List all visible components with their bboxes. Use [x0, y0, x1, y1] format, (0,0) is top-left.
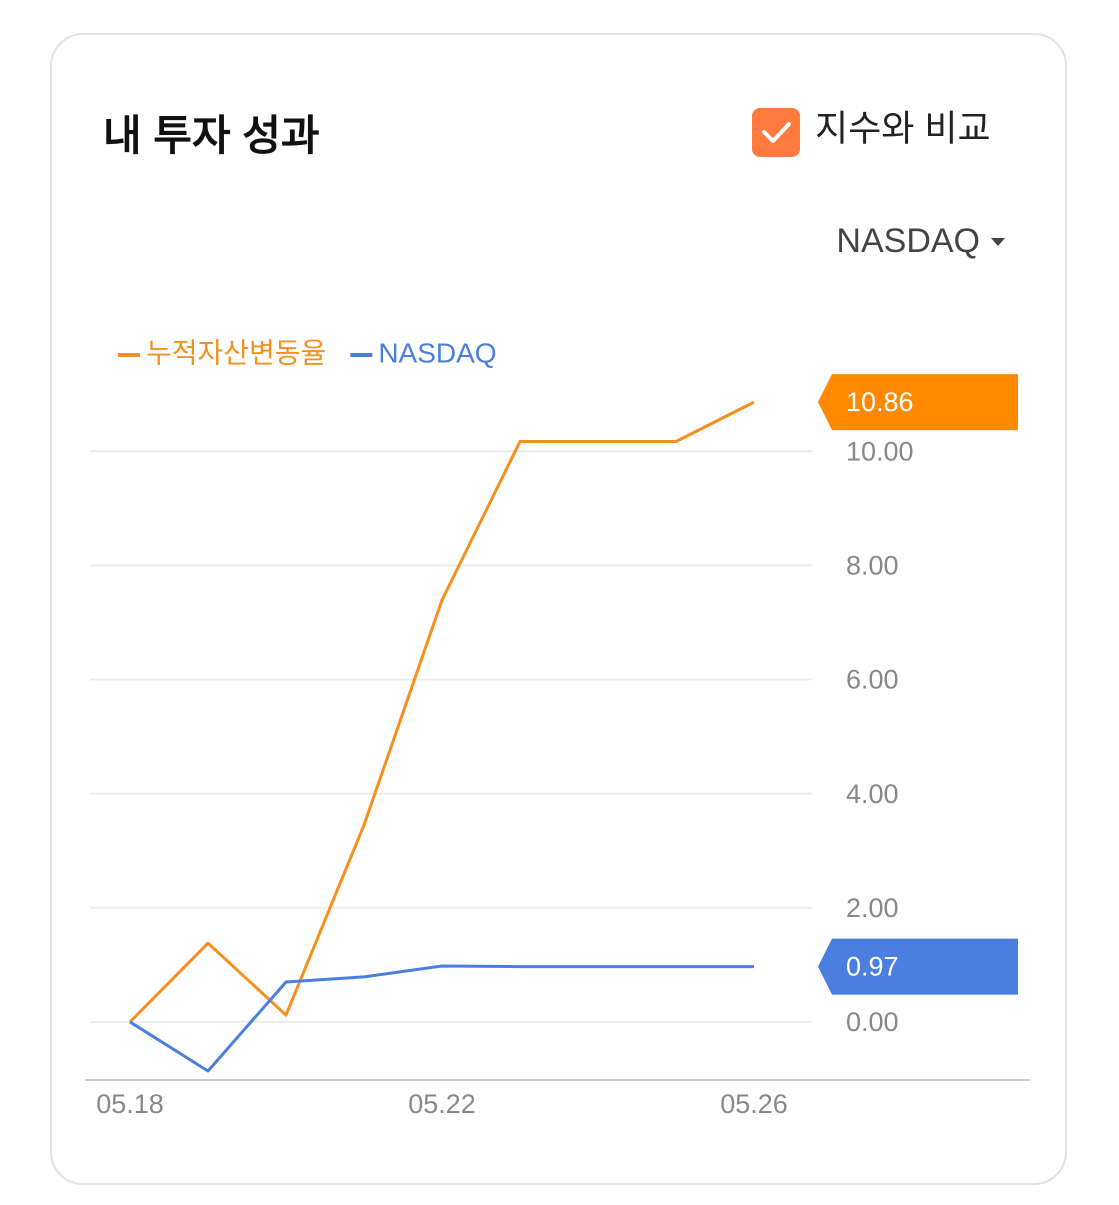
end-badge: [818, 938, 1018, 995]
title: 내 투자 성과: [103, 112, 320, 159]
dropdown-arrow[interactable]: [991, 238, 1005, 246]
index-select[interactable]: NASDAQ: [836, 222, 980, 260]
y-tick-label: 4.00: [846, 779, 899, 809]
y-tick-label: 0.00: [846, 1007, 899, 1037]
y-tick-label: 8.00: [846, 550, 899, 580]
compare-checkbox[interactable]: [752, 108, 800, 157]
card: [50, 33, 1067, 1185]
y-tick-label: 10.00: [846, 436, 914, 466]
end-value-label: 10.86: [846, 387, 914, 417]
legend-label: 누적자산변동율: [146, 337, 326, 368]
end-badge: [818, 374, 1018, 431]
x-tick-label: 05.22: [408, 1089, 476, 1119]
end-value-label: 0.97: [846, 952, 899, 982]
line: [128, 400, 755, 1023]
checkbox-box[interactable]: [752, 108, 800, 157]
y-tick-label: 6.00: [846, 665, 899, 695]
x-tick-label: 05.26: [720, 1089, 788, 1119]
y-tick-label: 2.00: [846, 893, 899, 923]
legend-label: NASDAQ: [378, 337, 496, 368]
x-tick-label: 05.18: [96, 1089, 164, 1119]
compare-label[interactable]: 지수와 비교: [815, 108, 991, 149]
checkmark[interactable]: [762, 122, 791, 143]
line: [129, 964, 754, 1073]
